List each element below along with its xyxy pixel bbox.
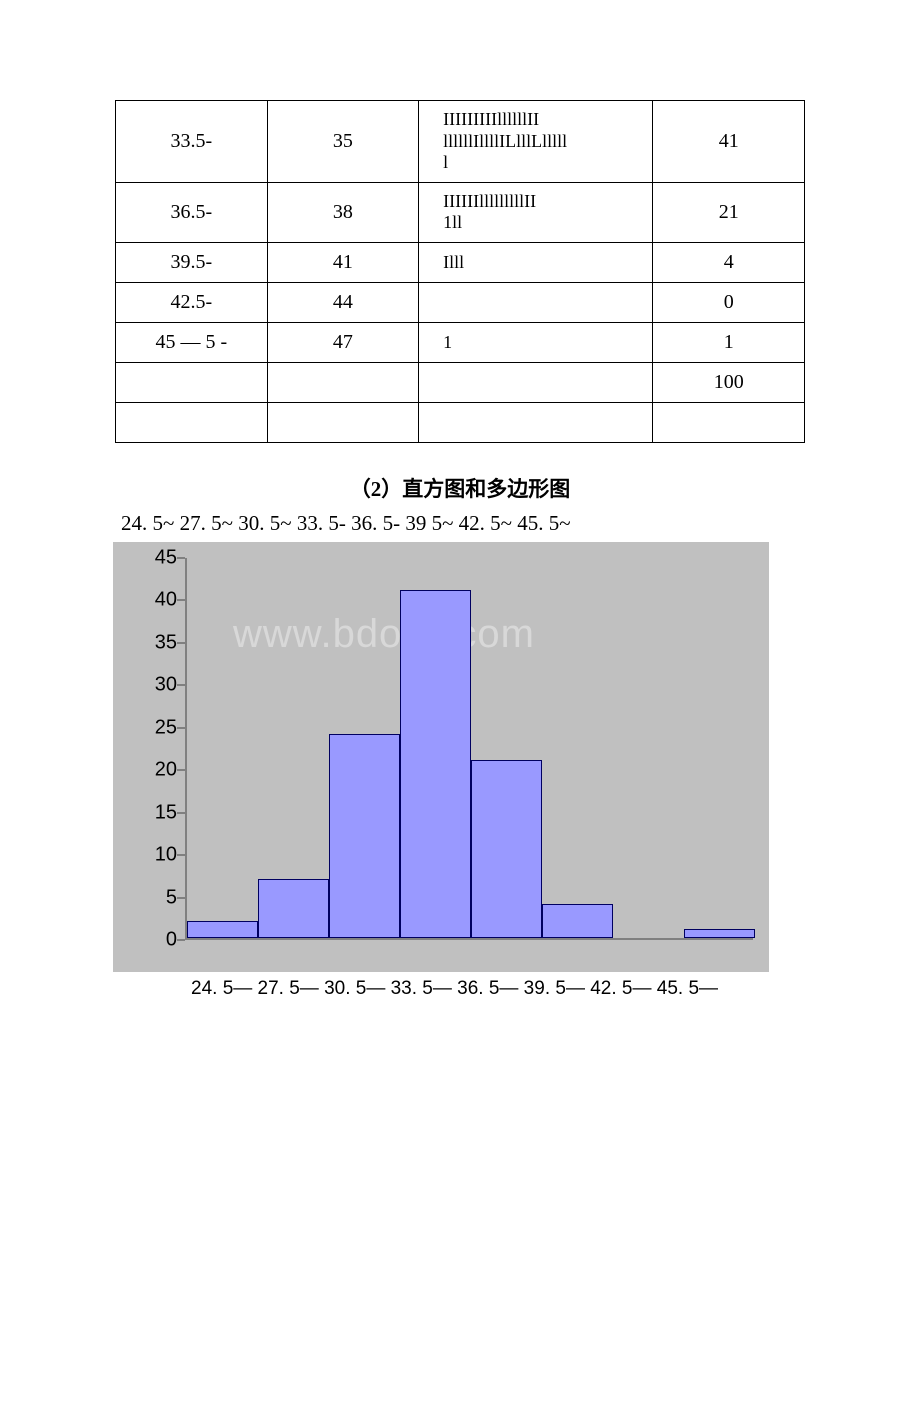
y-tick <box>177 642 185 644</box>
count-cell: 100 <box>653 362 805 402</box>
histogram-bar <box>400 590 471 938</box>
table-row: 42.5-44 0 <box>116 282 805 322</box>
histogram-bar <box>684 929 755 937</box>
y-tick <box>177 769 185 771</box>
y-tick-label: 15 <box>155 801 177 824</box>
tally-cell <box>419 362 653 402</box>
histogram-bar <box>258 879 329 938</box>
y-tick <box>177 854 185 856</box>
histogram-chart: www.bdocx.com 051015202530354045 24. 5— … <box>113 542 769 1008</box>
tally-cell: IIIIIIIIIllllllIIllllllIllllILlllLllllll <box>419 101 653 183</box>
midpoint-cell: 35 <box>267 101 419 183</box>
tally-cell: 1 <box>419 322 653 362</box>
y-tick <box>177 812 185 814</box>
midpoint-cell <box>267 402 419 442</box>
x-axis-labels: 24. 5— 27. 5— 30. 5— 33. 5— 36. 5— 39. 5… <box>113 972 769 1008</box>
bins-line: 24. 5~ 27. 5~ 30. 5~ 33. 5- 36. 5- 39 5~… <box>121 511 805 536</box>
count-cell: 1 <box>653 322 805 362</box>
histogram-bar <box>471 760 542 938</box>
y-tick <box>177 557 185 559</box>
y-tick <box>177 939 185 941</box>
midpoint-cell <box>267 362 419 402</box>
histogram-bar <box>329 734 400 938</box>
range-cell <box>116 402 268 442</box>
frequency-table: 33.5-35IIIIIIIIIllllllIIllllllIllllILlll… <box>115 100 805 443</box>
range-cell: 45 — 5 - <box>116 322 268 362</box>
y-tick-label: 35 <box>155 631 177 654</box>
count-cell: 4 <box>653 242 805 282</box>
range-cell: 36.5- <box>116 182 268 242</box>
range-cell: 33.5- <box>116 101 268 183</box>
y-tick <box>177 684 185 686</box>
range-cell: 39.5- <box>116 242 268 282</box>
y-tick-label: 45 <box>155 546 177 569</box>
y-tick-label: 40 <box>155 589 177 612</box>
y-tick <box>177 897 185 899</box>
y-tick-label: 5 <box>166 886 177 909</box>
histogram-bar <box>542 904 613 938</box>
range-cell: 42.5- <box>116 282 268 322</box>
tally-cell: IIIIIIlllllllllII1ll <box>419 182 653 242</box>
tally-cell: Illl <box>419 242 653 282</box>
midpoint-cell: 38 <box>267 182 419 242</box>
midpoint-cell: 41 <box>267 242 419 282</box>
table-row: 100 <box>116 362 805 402</box>
y-tick-label: 25 <box>155 716 177 739</box>
count-cell: 0 <box>653 282 805 322</box>
midpoint-cell: 44 <box>267 282 419 322</box>
y-tick-label: 10 <box>155 844 177 867</box>
y-tick-label: 30 <box>155 674 177 697</box>
table-row: 39.5-41Illl4 <box>116 242 805 282</box>
y-tick-label: 0 <box>166 928 177 951</box>
section-title: （2）直方图和多边形图 <box>115 473 805 503</box>
count-cell: 41 <box>653 101 805 183</box>
table-row <box>116 402 805 442</box>
count-cell <box>653 402 805 442</box>
table-row: 33.5-35IIIIIIIIIllllllIIllllllIllllILlll… <box>116 101 805 183</box>
histogram-bar <box>187 921 258 938</box>
count-cell: 21 <box>653 182 805 242</box>
midpoint-cell: 47 <box>267 322 419 362</box>
y-tick-label: 20 <box>155 759 177 782</box>
range-cell <box>116 362 268 402</box>
tally-cell <box>419 282 653 322</box>
table-row: 36.5-38IIIIIIlllllllllII1ll21 <box>116 182 805 242</box>
y-tick <box>177 599 185 601</box>
table-row: 45 — 5 -4711 <box>116 322 805 362</box>
tally-cell <box>419 402 653 442</box>
y-tick <box>177 727 185 729</box>
